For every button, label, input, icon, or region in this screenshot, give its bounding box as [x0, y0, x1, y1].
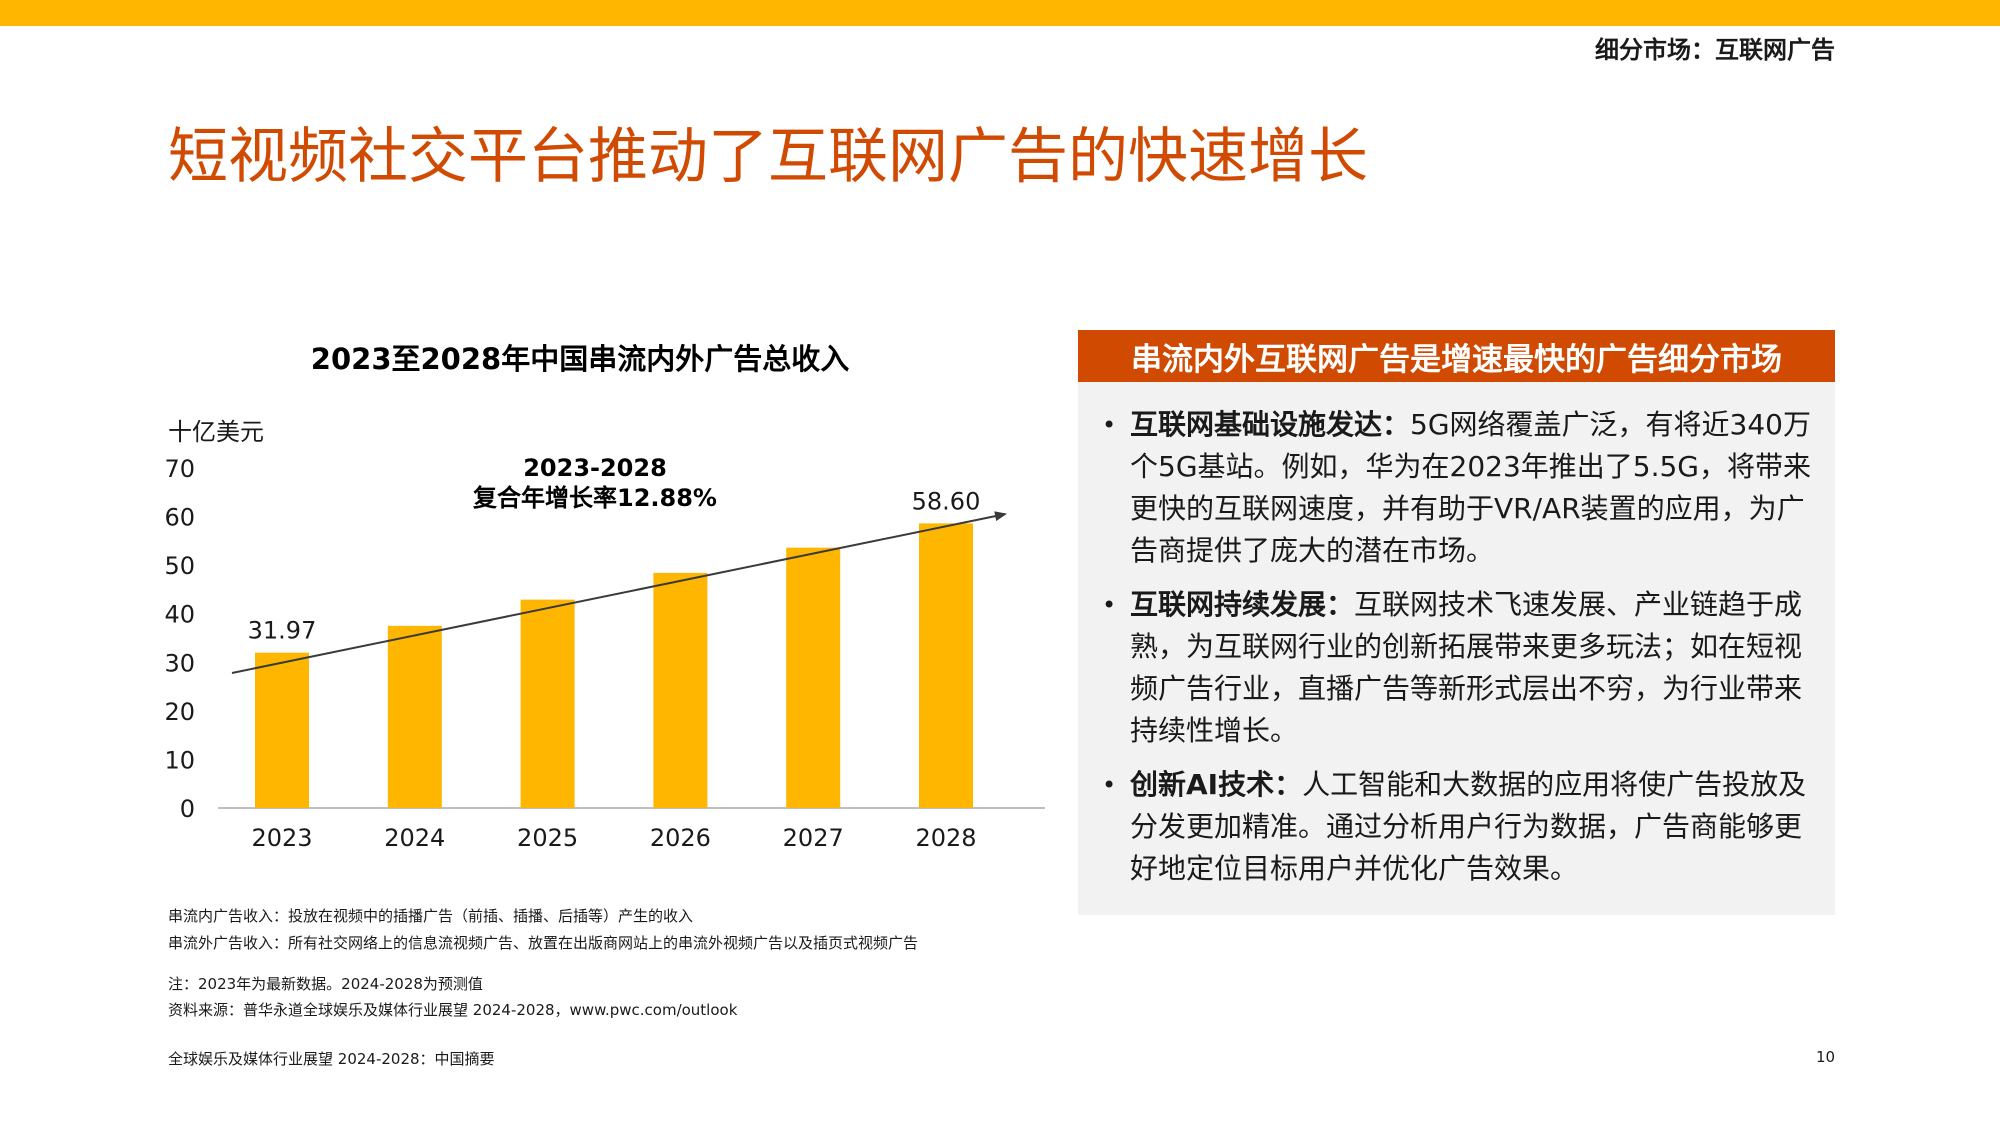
data-labels: 31.97 58.60: [248, 487, 981, 644]
y-tick-label: 70: [164, 455, 195, 483]
bars: [255, 523, 973, 808]
data-label-2028: 58.60: [912, 487, 981, 515]
cagr-value-label: 复合年增长率12.88%: [472, 484, 717, 512]
bullet-dot: •: [1102, 591, 1117, 619]
bullet-item: • 互联网持续发展：互联网技术飞速发展、产业链趋于成熟，为互联网行业的创新拓展带…: [1100, 584, 1815, 752]
data-label-2023: 31.97: [248, 617, 317, 645]
y-tick-label: 0: [180, 795, 195, 823]
x-tick-label: 2025: [517, 824, 578, 852]
bar-2025: [520, 599, 575, 808]
bar-2024: [387, 625, 442, 808]
y-axis-ticks: 0 10 20 30 40 50 60 70: [164, 455, 195, 823]
x-tick-label: 2024: [384, 824, 445, 852]
x-tick-label: 2026: [650, 824, 711, 852]
x-tick-label: 2028: [915, 824, 976, 852]
bar-2027: [786, 547, 841, 808]
x-tick-label: 2027: [783, 824, 844, 852]
bullet-item: • 互联网基础设施发达：5G网络覆盖广泛，有将近340万个5G基站。例如，华为在…: [1100, 404, 1815, 572]
note-forecast: 注：2023年为最新数据。2024-2028为预测值: [168, 975, 483, 993]
cagr-period-label: 2023-2028: [523, 454, 667, 482]
chart-title: 2023至2028年中国串流内外广告总收入: [310, 342, 850, 376]
bullet-title: 互联网持续发展：: [1130, 588, 1355, 621]
footer-text: 全球娱乐及媒体行业展望 2024-2028：中国摘要: [168, 1050, 495, 1068]
bullet-dot: •: [1102, 411, 1117, 439]
trend-arrow: [231, 511, 1007, 674]
y-axis-label: 十亿美元: [168, 418, 264, 446]
x-tick-label: 2023: [251, 824, 312, 852]
y-tick-label: 40: [164, 601, 195, 629]
panel-header: 串流内外互联网广告是增速最快的广告细分市场: [1078, 330, 1835, 382]
y-tick-label: 30: [164, 649, 195, 677]
note-out-stream: 串流外广告收入：所有社交网络上的信息流视频广告、放置在出版商网站上的串流外视频广…: [168, 934, 919, 952]
y-tick-label: 10: [164, 746, 195, 774]
bullet-title: 互联网基础设施发达：: [1130, 408, 1411, 441]
bar-2023: [255, 652, 309, 808]
x-axis-ticks: 2023 2024 2025 2026 2027 2028: [251, 824, 976, 852]
bullet-dot: •: [1102, 771, 1117, 799]
y-tick-label: 20: [164, 698, 195, 726]
section-label: 细分市场：互联网广告: [1595, 36, 1835, 64]
bar-2028: [919, 523, 973, 808]
bullet-text: 互联网技术飞速发展、产业链趋于成熟，为互联网行业的创新拓展带来更多玩法；如在短视…: [1130, 588, 1803, 747]
bullet-item: • 创新AI技术：人工智能和大数据的应用将使广告投放及分发更加精准。通过分析用户…: [1100, 764, 1815, 890]
top-accent-bar: [0, 0, 2000, 26]
page-title: 短视频社交平台推动了互联网广告的快速增长: [168, 122, 1368, 192]
panel-body: • 互联网基础设施发达：5G网络覆盖广泛，有将近340万个5G基站。例如，华为在…: [1078, 382, 1835, 915]
note-source: 资料来源：普华永道全球娱乐及媒体行业展望 2024-2028，www.pwc.c…: [168, 1001, 738, 1019]
bar-2026: [653, 572, 708, 808]
bullet-text: 人工智能和大数据的应用将使广告投放及分发更加精准。通过分析用户行为数据，广告商能…: [1130, 768, 1807, 885]
page-number: 10: [1816, 1048, 1836, 1066]
note-in-stream: 串流内广告收入：投放在视频中的插播广告（前插、插播、后插等）产生的收入: [168, 907, 694, 925]
y-tick-label: 60: [164, 504, 195, 532]
y-tick-label: 50: [164, 552, 195, 580]
bullet-title: 创新AI技术：: [1130, 768, 1303, 801]
bullet-text: 5G网络覆盖广泛，有将近340万个5G基站。例如，华为在2023年推出了5.5G…: [1130, 408, 1811, 567]
